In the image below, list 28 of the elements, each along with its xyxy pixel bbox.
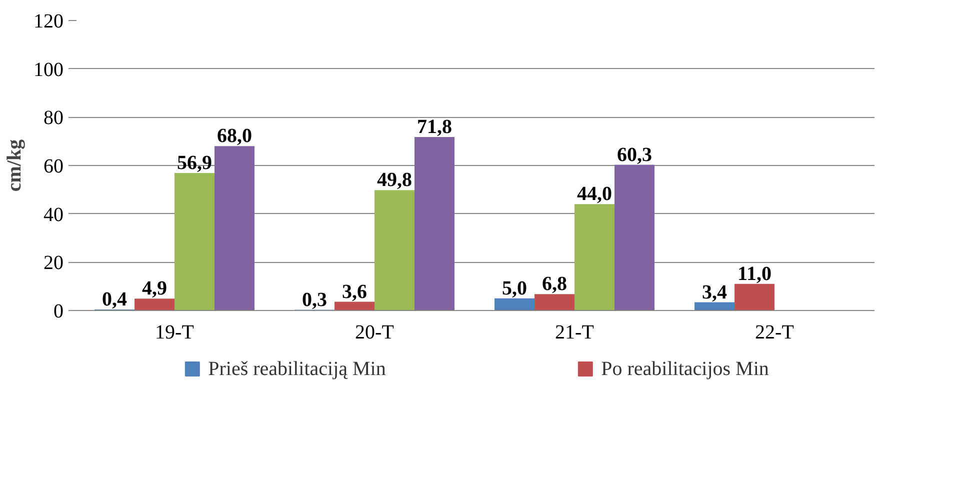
legend-label: Po reabilitacijos Min (601, 358, 769, 380)
y-tick-label: 80 (44, 107, 64, 130)
data-label: 3,4 (702, 281, 727, 304)
data-label: 5,0 (502, 277, 527, 300)
data-label: 0,4 (102, 288, 127, 311)
data-label: 4,9 (142, 278, 167, 300)
data-label: 60,3 (617, 144, 652, 166)
data-label: 3,6 (342, 280, 367, 303)
data-label: 56,9 (177, 152, 212, 174)
data-label: 49,8 (377, 169, 412, 192)
data-label: 6,8 (542, 273, 567, 296)
data-label: 0,3 (302, 288, 327, 311)
y-tick-label: 100 (34, 58, 64, 81)
data-label: 44,0 (577, 183, 612, 206)
y-axis-title: cm/kg (4, 139, 26, 192)
x-tick-label: 20-T (355, 322, 394, 344)
legend-label: Prieš reabilitaciją Min (208, 358, 386, 380)
y-tick-label: 40 (44, 204, 64, 226)
y-tick-label: 20 (44, 252, 64, 274)
data-label: 11,0 (738, 262, 772, 285)
data-label: 68,0 (217, 125, 252, 148)
x-tick-label: 21-T (555, 322, 594, 344)
y-tick-label: 0 (54, 300, 64, 322)
data-label: 71,8 (417, 116, 452, 138)
y-tick-label: 120 (34, 10, 64, 32)
y-tick-label: 60 (44, 156, 64, 178)
x-tick-label: 19-T (155, 322, 194, 344)
x-tick-label: 22-T (755, 322, 794, 344)
